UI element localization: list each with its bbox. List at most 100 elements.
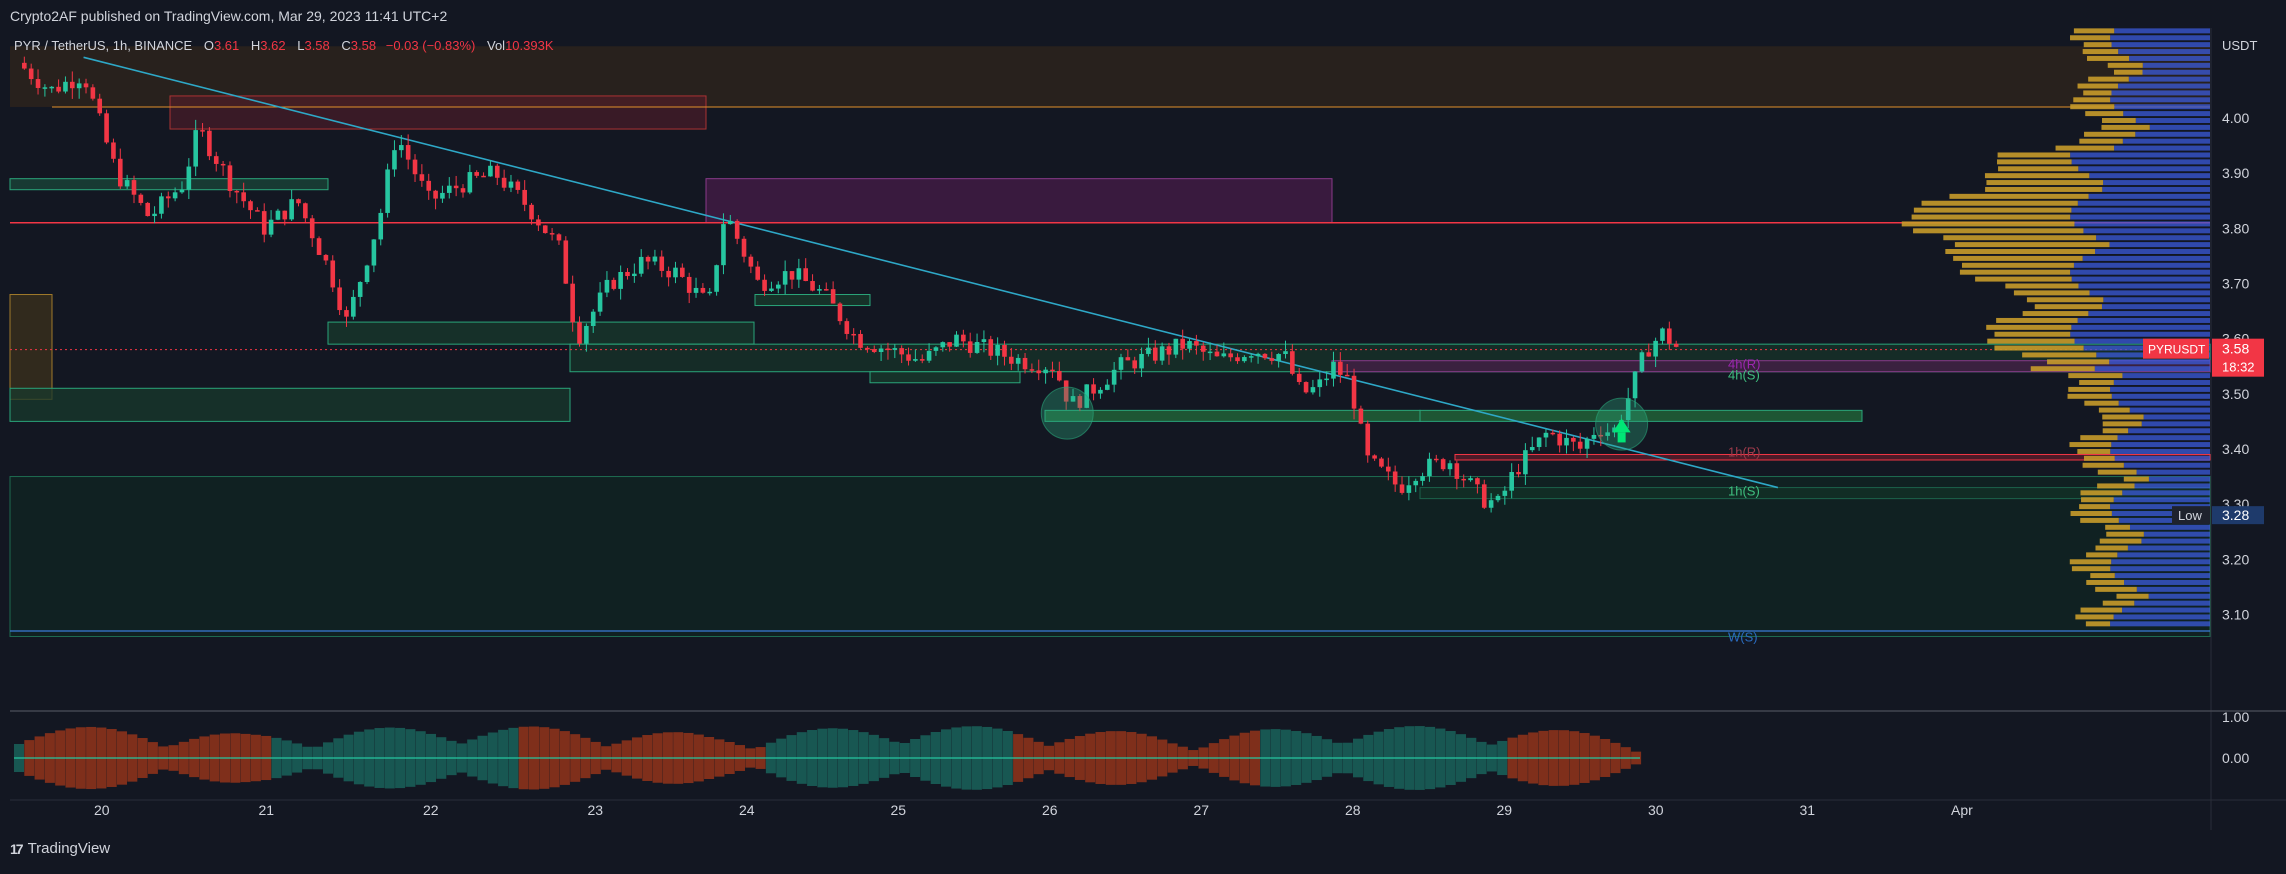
volume-profile-bar-sell: [2113, 69, 2143, 75]
volume-profile-bar-buy: [2142, 62, 2210, 68]
volume-profile-bar-buy: [2111, 42, 2210, 48]
volume-profile-bar-buy: [2070, 269, 2210, 275]
volume-profile-bar-sell: [2081, 497, 2114, 503]
volume-profile-bar-sell: [1953, 255, 2083, 261]
candle-up: [392, 150, 397, 170]
symbol-title[interactable]: PYR / TetherUS, 1h, BINANCE: [14, 38, 193, 53]
volume-profile-bar-sell: [2095, 545, 2128, 551]
candle-down: [200, 130, 205, 132]
breakout-arrow-stem: [1617, 432, 1626, 443]
candle-up: [1118, 357, 1124, 370]
volume-profile-bar-sell: [2098, 407, 2130, 413]
candle-up: [351, 296, 356, 317]
candle-down: [906, 354, 911, 361]
volume-profile-bar-sell: [2070, 511, 2112, 517]
volume-profile-bar-buy: [2134, 483, 2210, 489]
candle-up: [974, 342, 980, 353]
volume-profile-bar-buy: [2111, 559, 2210, 565]
zone-label-1h-r: 1h(R): [1728, 445, 1761, 460]
candle-down: [645, 256, 651, 262]
candle-down: [1290, 351, 1295, 374]
candle-down: [1022, 357, 1028, 370]
candle-down: [1125, 357, 1131, 361]
volume-profile-bar-buy: [2071, 324, 2210, 330]
candle-down: [282, 210, 288, 220]
candle-up: [721, 224, 726, 266]
volume-profile-bar-sell: [1949, 193, 2089, 199]
volume-profile-bar-buy: [2103, 297, 2210, 303]
candle-down: [919, 359, 925, 361]
volume-profile-bar-sell: [2086, 552, 2118, 558]
volume-profile-bar-sell: [2099, 538, 2142, 544]
candle-up: [1207, 351, 1213, 354]
volume-profile-bar-buy: [2114, 145, 2210, 151]
high-value: 3.62: [260, 38, 286, 53]
volume-profile-bar-sell: [2102, 414, 2144, 420]
candle-down: [1091, 384, 1096, 394]
candle-up: [1605, 432, 1610, 436]
candle-down: [789, 271, 795, 280]
candle-up: [1015, 357, 1021, 364]
candle-down: [1132, 360, 1138, 369]
candle-down: [1386, 466, 1391, 472]
candle-down: [344, 310, 349, 317]
candle-up: [289, 199, 294, 220]
candle-up: [892, 348, 898, 350]
candle-up: [440, 192, 445, 199]
candle-down: [28, 68, 34, 80]
candle-down: [666, 270, 671, 278]
candle-down: [1166, 346, 1172, 355]
volume-profile-bar-sell: [1994, 331, 2071, 337]
candle-up: [1529, 447, 1535, 451]
change-value: −0.03 (−0.83%): [385, 38, 476, 53]
candle-down: [405, 145, 411, 160]
volume-profile-bar-sell: [2070, 35, 2111, 41]
candle-up: [63, 81, 68, 92]
volume-profile-bar-buy: [2109, 242, 2210, 248]
price-axis-panel: [2212, 28, 2286, 810]
volume-profile-bar-sell: [2079, 504, 2111, 510]
volume-profile-bar-sell: [2085, 111, 2124, 117]
candle-up: [364, 265, 370, 283]
candle-up: [782, 271, 788, 285]
candle-up: [508, 181, 514, 188]
candle-down: [426, 180, 432, 191]
volume-profile-bar-buy: [2134, 600, 2210, 606]
candle-up: [1248, 356, 1254, 358]
volume-profile-bar-sell: [2101, 118, 2136, 123]
volume-profile-bar-buy: [2136, 586, 2210, 592]
candle-down: [1571, 437, 1576, 442]
volume-profile-bar-sell: [2073, 97, 2111, 103]
y-tick-label: 4.00: [2222, 110, 2249, 126]
candle-up: [1523, 450, 1528, 475]
volume-profile-bar-buy: [2141, 421, 2210, 427]
candle-up: [1070, 396, 1076, 402]
candle-up: [707, 291, 713, 294]
candle-up: [1406, 485, 1412, 493]
volume-profile-bar-buy: [2149, 124, 2210, 130]
candle-down: [220, 163, 226, 166]
candle-up: [1255, 353, 1261, 357]
candle-down: [1228, 353, 1233, 358]
candle-down: [748, 256, 754, 267]
x-tick-label: 27: [1194, 802, 1210, 818]
volume-profile-bar-buy: [2143, 531, 2210, 537]
candle-down: [1235, 357, 1240, 362]
candle-down: [851, 333, 856, 336]
volume-profile-bar-sell: [2083, 455, 2115, 461]
volume-profile-bar-buy: [2136, 469, 2210, 475]
y-tick-label: 3.20: [2222, 551, 2249, 567]
candle-down: [83, 83, 89, 88]
volume-profile-bar-buy: [2111, 442, 2210, 448]
candle-up: [940, 342, 946, 348]
symbol-price-badge-bg: [2143, 338, 2209, 359]
zone-box-5: [9, 387, 571, 422]
volume-profile-bar-sell: [1987, 338, 2075, 344]
candle-up: [1536, 437, 1542, 448]
candle-down: [577, 322, 582, 344]
volume-profile-bar-buy: [2078, 166, 2210, 172]
candle-down: [117, 158, 123, 187]
tradingview-logo[interactable]: 17 TradingView: [10, 840, 110, 857]
